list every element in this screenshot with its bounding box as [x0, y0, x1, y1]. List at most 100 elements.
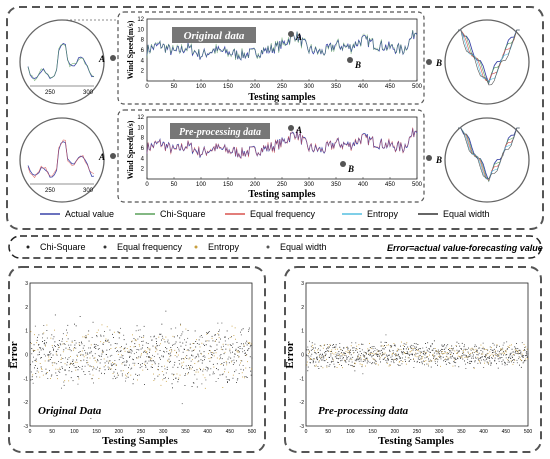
error-point: [248, 331, 249, 332]
error-point: [427, 342, 429, 344]
error-point: [416, 356, 418, 358]
error-point: [90, 350, 92, 352]
error-point: [332, 344, 334, 346]
error-point: [470, 360, 472, 362]
error-point: [50, 359, 51, 360]
error-point: [216, 363, 218, 365]
error-point: [73, 363, 74, 364]
error-point: [357, 351, 358, 353]
error-point: [403, 343, 405, 345]
error-point: [448, 353, 449, 355]
error-point: [441, 348, 442, 350]
error-point: [516, 362, 518, 364]
error-point: [112, 378, 114, 380]
error-point: [140, 364, 141, 366]
error-point: [408, 349, 409, 350]
error-point: [486, 349, 488, 350]
error-point: [374, 360, 376, 362]
error-point: [49, 370, 50, 372]
error-point: [208, 340, 210, 342]
error-point: [248, 343, 249, 344]
error-point: [350, 345, 352, 347]
error-point: [433, 358, 434, 359]
error-point: [145, 352, 147, 353]
error-point: [318, 360, 320, 362]
error-point: [421, 361, 423, 363]
error-point: [196, 339, 197, 341]
error-point: [46, 337, 48, 339]
error-point: [346, 355, 347, 357]
error-point: [245, 367, 247, 369]
error-point: [160, 333, 162, 335]
error-point: [219, 355, 221, 357]
error-point: [124, 350, 126, 352]
error-point: [182, 351, 184, 353]
error-point: [457, 358, 459, 360]
error-point: [43, 332, 45, 334]
error-point: [36, 370, 38, 372]
error-point: [130, 374, 132, 376]
error-point: [109, 368, 111, 370]
error-point: [374, 347, 376, 349]
error-point: [489, 354, 491, 356]
error-point: [524, 347, 526, 348]
bottom-right-title: Pre-processing data: [318, 405, 409, 417]
error-point: [226, 362, 228, 364]
error-point: [318, 361, 320, 363]
error-point: [211, 357, 213, 359]
error-point: [196, 378, 198, 380]
error-point: [523, 344, 525, 345]
error-point: [222, 343, 224, 345]
error-point: [58, 370, 60, 372]
error-point: [322, 359, 324, 361]
error-point: [406, 353, 408, 354]
panel2-xtick: 50: [171, 182, 178, 188]
error-point: [457, 355, 459, 357]
error-point: [240, 368, 242, 370]
error-point: [66, 332, 68, 334]
error-point: [98, 355, 100, 356]
error-point: [492, 354, 494, 356]
error-point: [98, 348, 100, 349]
error-point: [323, 344, 325, 346]
error-point: [30, 371, 32, 373]
error-point: [385, 342, 387, 343]
error-point: [142, 344, 144, 346]
error-point: [213, 373, 215, 375]
error-point: [208, 353, 209, 355]
error-point: [63, 384, 65, 386]
error-point: [398, 361, 400, 363]
error-point: [223, 362, 225, 363]
error-point: [84, 336, 86, 338]
panel2-xtick: 250: [277, 182, 288, 188]
error-point: [365, 352, 366, 353]
error-point: [422, 356, 424, 357]
error-point: [139, 329, 141, 331]
error-point: [149, 348, 151, 350]
panel2-marker-a: A: [295, 125, 302, 135]
error-point: [316, 358, 318, 360]
error-point: [339, 357, 341, 359]
error-point: [45, 368, 47, 370]
error-point: [68, 357, 70, 359]
error-point: [41, 369, 43, 370]
error-point: [440, 365, 441, 367]
panel1-ytick: 12: [137, 17, 144, 23]
error-point: [378, 355, 380, 357]
error-point: [186, 368, 188, 370]
error-point: [132, 358, 133, 360]
error-point: [447, 358, 449, 360]
error-point: [38, 344, 39, 346]
error-point: [386, 344, 388, 346]
error-point: [428, 360, 430, 362]
error-point: [524, 349, 525, 350]
error-point: [106, 340, 108, 342]
error-point: [61, 357, 62, 359]
error-point: [165, 336, 167, 338]
error-legend-label: Chi-Square: [40, 242, 86, 252]
error-point: [89, 357, 91, 359]
bottom-left-ylabel: Error: [8, 341, 20, 368]
error-point: [433, 356, 435, 358]
error-point: [34, 334, 35, 336]
error-point: [52, 364, 54, 366]
